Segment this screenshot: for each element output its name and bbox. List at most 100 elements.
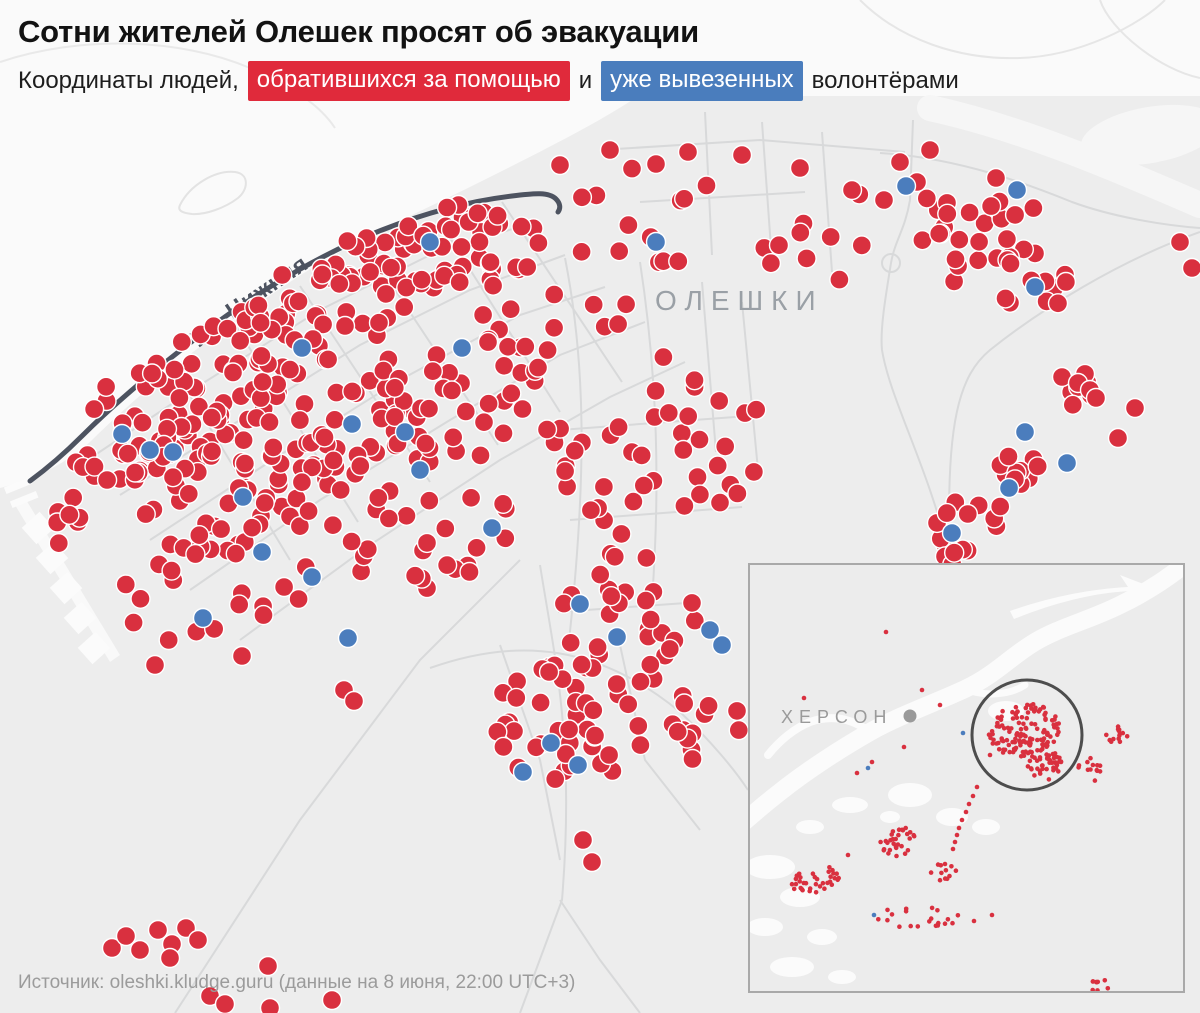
inset-request-dot bbox=[1017, 738, 1022, 743]
main-request-dot bbox=[698, 695, 719, 716]
main-request-dot bbox=[790, 222, 811, 243]
inset-request-dot bbox=[895, 842, 901, 847]
main-request-dot bbox=[398, 215, 419, 237]
main-request-dot bbox=[1062, 394, 1084, 415]
main-request-dot bbox=[201, 407, 222, 428]
main-request-dot bbox=[472, 304, 494, 326]
main-request-dot bbox=[985, 167, 1007, 189]
inset-request-dot bbox=[956, 825, 962, 831]
main-evacuated-dot bbox=[162, 441, 184, 463]
main-request-dot bbox=[681, 592, 703, 614]
main-evacuated-dot bbox=[606, 626, 628, 648]
main-request-dot bbox=[117, 443, 139, 464]
main-request-dot bbox=[598, 744, 620, 766]
inset-request-dot bbox=[1001, 747, 1006, 752]
main-request-dot bbox=[538, 661, 560, 683]
evacuated-dots-layer bbox=[111, 175, 1078, 783]
main-request-dot bbox=[357, 539, 378, 560]
inset-request-dot bbox=[911, 833, 917, 839]
main-request-dot bbox=[611, 523, 632, 545]
main-request-dot bbox=[696, 175, 717, 196]
inset-request-dot bbox=[812, 874, 818, 880]
inset-request-dot bbox=[1012, 739, 1018, 745]
inset-request-dot bbox=[970, 793, 976, 799]
main-request-dot bbox=[115, 574, 137, 595]
inset-request-dot bbox=[907, 830, 913, 835]
inset-highlight-circle bbox=[970, 678, 1084, 792]
inset-request-dot bbox=[1042, 712, 1047, 718]
main-request-dot bbox=[689, 484, 711, 505]
inset-request-dot bbox=[996, 747, 1002, 752]
inset-request-dot bbox=[963, 809, 969, 815]
main-request-dot bbox=[288, 588, 309, 610]
inset-request-dot bbox=[1052, 725, 1057, 730]
main-request-dot bbox=[96, 469, 118, 491]
main-request-dot bbox=[404, 565, 426, 586]
inset-request-dot bbox=[893, 845, 899, 851]
main-request-dot bbox=[341, 531, 362, 552]
main-request-dot bbox=[707, 455, 728, 476]
main-request-dot bbox=[487, 205, 508, 226]
main-request-dot bbox=[583, 294, 604, 315]
inset-request-dot bbox=[1050, 760, 1056, 765]
main-request-dot bbox=[234, 453, 256, 474]
inset-request-dot bbox=[933, 923, 939, 929]
inset-request-dot bbox=[813, 890, 819, 895]
inset-request-dot bbox=[834, 871, 839, 876]
inset-request-dot bbox=[952, 839, 958, 845]
main-request-dot bbox=[259, 997, 281, 1013]
inset-request-dot bbox=[901, 744, 907, 750]
legend-badge-evacuated: уже вывезенных bbox=[601, 60, 803, 101]
main-request-dot bbox=[396, 505, 417, 526]
main-request-dot bbox=[645, 153, 667, 175]
inset-request-dot bbox=[928, 870, 934, 875]
main-request-dot bbox=[470, 445, 491, 466]
main-request-dot bbox=[480, 252, 501, 273]
inset-request-dot bbox=[822, 886, 827, 891]
inset-request-dot bbox=[1028, 766, 1034, 771]
inset-request-dot bbox=[854, 770, 860, 776]
inset-request-dot bbox=[1038, 748, 1044, 753]
inset-request-dot bbox=[966, 801, 972, 807]
main-request-dot bbox=[630, 734, 651, 756]
main-request-dot bbox=[590, 564, 611, 585]
main-request-dot bbox=[384, 377, 405, 398]
main-request-dot bbox=[272, 264, 293, 286]
inset-request-dot bbox=[935, 908, 940, 913]
main-request-dot bbox=[419, 490, 440, 511]
inset-request-dot bbox=[1034, 726, 1040, 732]
inset-request-dot bbox=[947, 873, 952, 879]
inset-request-dot bbox=[885, 907, 890, 913]
inset-request-dot bbox=[881, 848, 887, 853]
inset-request-dot bbox=[836, 875, 841, 881]
main-request-dot bbox=[314, 427, 335, 448]
inset-evacuated-dot bbox=[871, 912, 877, 918]
main-evacuated-dot bbox=[111, 423, 133, 445]
main-request-dot bbox=[378, 508, 400, 529]
main-request-dot bbox=[178, 483, 200, 504]
main-request-dot bbox=[416, 532, 438, 554]
inset-request-dot bbox=[999, 723, 1005, 728]
inset-request-dot bbox=[974, 784, 980, 790]
main-request-dot bbox=[59, 504, 80, 525]
main-request-dot bbox=[342, 381, 363, 402]
help-request-dots-layer bbox=[47, 139, 1200, 1013]
main-request-dot bbox=[171, 331, 193, 353]
main-request-dot bbox=[301, 457, 323, 478]
main-request-dot bbox=[558, 719, 580, 740]
main-request-dot bbox=[682, 748, 703, 770]
inset-request-dot bbox=[1035, 748, 1040, 753]
main-request-dot bbox=[715, 436, 736, 457]
inset-request-dot bbox=[820, 880, 826, 886]
inset-request-dot bbox=[1104, 732, 1109, 738]
main-request-dot bbox=[466, 537, 487, 558]
inset-request-dot bbox=[845, 852, 851, 858]
main-evacuated-dot bbox=[409, 459, 431, 481]
inset-request-dot bbox=[831, 871, 836, 876]
header: Сотни жителей Олешек просят об эвакуации… bbox=[18, 14, 959, 101]
main-request-dot bbox=[201, 441, 223, 462]
inset-request-dot bbox=[1117, 733, 1122, 738]
main-evacuated-dot bbox=[1014, 421, 1036, 443]
inset-request-dot bbox=[1028, 703, 1034, 708]
inset-request-dot bbox=[1088, 767, 1093, 772]
